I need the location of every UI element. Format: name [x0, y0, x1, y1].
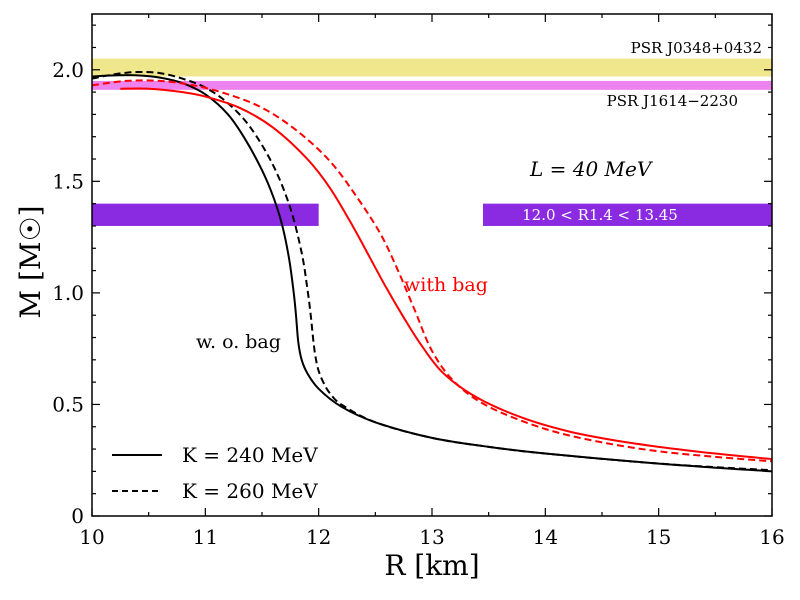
constraint-bands [92, 58, 772, 226]
band-1 [92, 80, 772, 90]
band-2 [92, 203, 319, 226]
x-tick-label: 14 [533, 525, 558, 549]
x-tick-label: 13 [419, 525, 444, 549]
series-line-3 [91, 79, 773, 463]
annotation-wo-bag: w. o. bag [196, 331, 281, 353]
annotation-with-bag: with bag [404, 274, 488, 296]
x-tick-label: 12 [306, 525, 331, 549]
y-tick-label: 0 [71, 504, 84, 528]
series-line-1 [91, 70, 773, 472]
x-tick-label: 11 [193, 525, 218, 549]
x-tick-label: 16 [759, 525, 784, 549]
y-tick-label: 1.5 [52, 169, 84, 193]
band-label-j0348: PSR J0348+0432 [631, 39, 762, 57]
annotation-l-value: L = 40 MeV [529, 157, 654, 181]
x-axis-title: R [km] [384, 549, 479, 582]
band-label-j1614: PSR J1614−2230 [607, 92, 738, 110]
y-tick-label: 0.5 [52, 392, 84, 416]
band-0 [92, 58, 772, 77]
legend-label-240: K = 240 MeV [182, 443, 318, 467]
legend: K = 240 MeV K = 260 MeV [112, 443, 318, 503]
legend-label-260: K = 260 MeV [182, 479, 318, 503]
x-tick-label: 15 [646, 525, 671, 549]
band-label-r14: 12.0 < R1.4 < 13.45 [522, 206, 678, 224]
band-3 [483, 203, 772, 226]
axis-ticks: 10 11 12 13 14 15 16 0 0.5 1.0 1.5 2.0 [52, 14, 785, 549]
y-tick-label: 1.0 [52, 281, 84, 305]
y-tick-label: 2.0 [52, 58, 84, 82]
y-axis-title: M [M☉] [14, 205, 47, 318]
series-line-2 [120, 87, 773, 461]
curves [91, 70, 773, 473]
x-tick-label: 10 [79, 525, 104, 549]
